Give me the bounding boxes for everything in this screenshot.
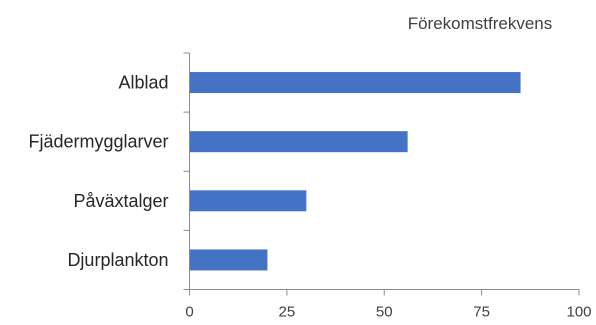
bar-fjädermygglarver xyxy=(189,131,408,153)
bar-alblad xyxy=(189,72,521,94)
bar-djurplankton xyxy=(189,249,268,271)
category-label-påväxtalger: Påväxtalger xyxy=(73,191,168,211)
bar-påväxtalger xyxy=(189,190,307,212)
x-tick-label: 0 xyxy=(185,304,193,321)
x-tick-label: 100 xyxy=(566,304,591,321)
category-labels: Alblad Fjädermygglarver Påväxtalger Djurpla… xyxy=(28,73,168,270)
x-tick-label: 50 xyxy=(376,304,393,321)
x-tick-label: 75 xyxy=(473,304,490,321)
x-tick-label: 25 xyxy=(279,304,296,321)
bars-group xyxy=(189,72,521,271)
y-axis xyxy=(183,52,190,290)
chart-title: Förekomstfrekvens xyxy=(408,14,553,33)
category-label-alblad: Alblad xyxy=(118,73,168,93)
category-label-djurplankton: Djurplankton xyxy=(67,250,168,270)
category-label-fjädermygglarver: Fjädermygglarver xyxy=(28,132,168,152)
x-axis: 0 25 50 75 100 xyxy=(185,289,592,321)
